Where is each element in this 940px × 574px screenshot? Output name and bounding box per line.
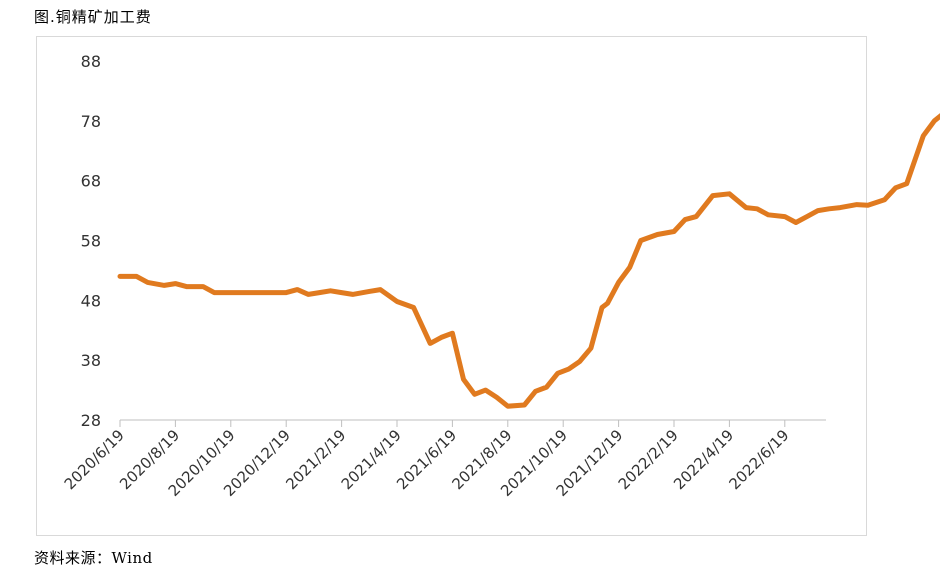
y-tick-label: 38 xyxy=(81,351,101,370)
y-tick-label: 88 xyxy=(81,52,101,71)
figure-title: 图.铜精矿加工费 xyxy=(34,8,152,26)
y-tick-label: 48 xyxy=(81,291,101,310)
y-tick-label: 28 xyxy=(81,411,101,430)
source-note: 资料来源：Wind xyxy=(34,549,153,567)
x-axis-ticks: 2020/6/192020/8/192020/10/192020/12/1920… xyxy=(61,420,793,500)
y-tick-label: 58 xyxy=(81,232,101,251)
x-tick-label: 2022/6/19 xyxy=(726,426,793,493)
y-axis-ticks: 28 38 48 58 68 78 88 xyxy=(81,52,101,430)
y-tick-label: 78 xyxy=(81,112,101,131)
chart-frame xyxy=(36,36,867,536)
y-tick-label: 68 xyxy=(81,172,101,191)
series-line xyxy=(117,113,940,409)
